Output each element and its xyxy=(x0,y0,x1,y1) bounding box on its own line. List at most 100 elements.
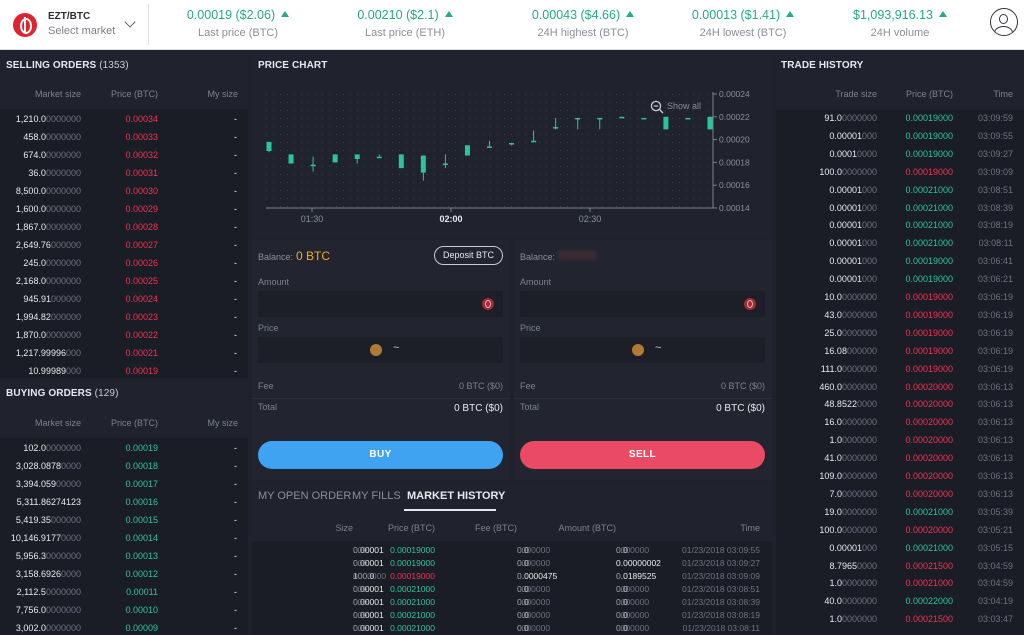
order-row[interactable]: 8,500.00000000 0.00030 - xyxy=(0,183,248,200)
sell-button[interactable]: SELL xyxy=(520,441,765,469)
history-row[interactable]: 100.0 0000000 0.00019000 0.0000475 0 0.018952… xyxy=(252,571,772,581)
order-price: 0.00009 xyxy=(125,623,158,633)
price-input[interactable]: ~ xyxy=(258,337,503,363)
order-row[interactable]: 245.00000000 0.00026 - xyxy=(0,255,248,272)
size-whole: 0.00001 xyxy=(353,610,384,620)
hist-time: 01/23/2018 03:09:55 xyxy=(682,545,760,555)
order-row[interactable]: 1,217.99996000 0.00021 - xyxy=(0,345,248,362)
order-my-size: - xyxy=(234,186,237,196)
trade-time: 03:06:13 xyxy=(977,435,1013,446)
candle-body xyxy=(288,154,294,164)
col-trade-size: Trade size xyxy=(835,89,877,99)
arrow-up-icon xyxy=(444,11,453,17)
candle-body xyxy=(619,116,625,119)
order-row[interactable]: 1,867.00000000 0.00028 - xyxy=(0,219,248,236)
order-row[interactable]: 3,002.00000000 0.00009 - xyxy=(0,620,248,635)
trade-price: 0.00019000 xyxy=(905,363,953,374)
order-my-size: - xyxy=(234,114,237,124)
amount-input[interactable] xyxy=(520,291,765,317)
order-row[interactable]: 10.99989000 0.00019 - xyxy=(0,363,248,380)
trade-row[interactable]: 1.00000000 0.00021500 03:03:47 xyxy=(776,611,1024,628)
order-row[interactable]: 1,994.82000000 0.00023 - xyxy=(0,309,248,326)
order-row[interactable]: 458.00000000 0.00033 - xyxy=(0,129,248,146)
order-row[interactable]: 945.91000000 0.00024 - xyxy=(0,291,248,308)
trade-row[interactable]: 1.00000000 0.00021000 03:04:59 xyxy=(776,575,1024,592)
trade-row[interactable]: 111.00000000 0.00019000 03:06:19 xyxy=(776,361,1024,378)
trade-size: 7.00000000 xyxy=(776,486,877,503)
history-row[interactable]: 0.00001 000 0.00019000 0.0 0000000 0.0 0000000… xyxy=(252,545,772,555)
order-row[interactable]: 2,112.50000000 0.00011 - xyxy=(0,584,248,601)
tab-my-fills[interactable]: MY FILLS xyxy=(352,490,401,502)
order-row[interactable]: 2,649.76000000 0.00027 - xyxy=(0,237,248,254)
order-row[interactable]: 7,756.00000000 0.00010 - xyxy=(0,602,248,619)
trade-row[interactable]: 19.00000000 0.00021000 03:05:39 xyxy=(776,504,1024,521)
history-row[interactable]: 0.00001 000 0.00021000 0.0 0000000 0.0 0000000… xyxy=(252,597,772,607)
trade-row[interactable]: 48.85220000 0.00020000 03:06:13 xyxy=(776,396,1024,413)
trade-price: 0.00021500 xyxy=(905,560,953,571)
order-row[interactable]: 10,146.91770000 0.00014 - xyxy=(0,530,248,547)
trade-row[interactable]: 100.00000000 0.00020000 03:05:21 xyxy=(776,522,1024,539)
order-row[interactable]: 5,419.35000000 0.00015 - xyxy=(0,512,248,529)
tab-market-history[interactable]: MARKET HISTORY xyxy=(407,490,506,502)
trade-row[interactable]: 40.00000000 0.00022000 03:04:19 xyxy=(776,593,1024,610)
trade-row[interactable]: 0.00001000 0.00021000 03:08:39 xyxy=(776,200,1024,217)
zoom-out-icon[interactable] xyxy=(650,100,664,114)
size-whole: 100.0 xyxy=(819,166,842,177)
order-size: 458.00000000 xyxy=(0,129,81,146)
stat-label: Last price (ETH) xyxy=(364,27,446,39)
trade-row[interactable]: 16.00000000 0.00020000 03:06:13 xyxy=(776,414,1024,431)
order-row[interactable]: 36.00000000 0.00031 - xyxy=(0,165,248,182)
user-avatar-icon[interactable] xyxy=(990,8,1018,36)
order-row[interactable]: 1,600.00000000 0.00029 - xyxy=(0,201,248,218)
history-row[interactable]: 0.00001 000 0.00021000 0.0 0000000 0.0 0000000… xyxy=(252,623,772,633)
history-row[interactable]: 0.00001 000 0.00021000 0.0 0000000 0.0 0000000… xyxy=(252,584,772,594)
trade-row[interactable]: 7.00000000 0.00020000 03:06:13 xyxy=(776,486,1024,503)
brand-logo-icon[interactable] xyxy=(13,13,37,37)
tab-my-open-order[interactable]: MY OPEN ORDER xyxy=(258,490,352,502)
order-row[interactable]: 1,210.00000000 0.00034 - xyxy=(0,111,248,128)
trade-row[interactable]: 8.79650000 0.00021500 03:04:59 xyxy=(776,558,1024,575)
trade-row[interactable]: 0.00001000 0.00019000 03:06:21 xyxy=(776,271,1024,288)
trade-row[interactable]: 41.00000000 0.00020000 03:06:13 xyxy=(776,450,1024,467)
trade-row[interactable]: 0.00001000 0.00021000 03:05:15 xyxy=(776,540,1024,557)
order-row[interactable]: 1,870.00000000 0.00022 - xyxy=(0,327,248,344)
trade-row[interactable]: 43.00000000 0.00019000 03:06:19 xyxy=(776,307,1024,324)
price-input[interactable]: ~ xyxy=(520,337,765,363)
order-row[interactable]: 5,311.86274123 0.00016 - xyxy=(0,494,248,511)
amount-label: Amount xyxy=(520,277,552,287)
amount-input[interactable] xyxy=(258,291,503,317)
order-row[interactable]: 674.00000000 0.00032 - xyxy=(0,147,248,164)
trade-row[interactable]: 16.08000000 0.00019000 03:06:19 xyxy=(776,343,1024,360)
trade-row[interactable]: 0.00010000 0.00019000 03:09:27 xyxy=(776,146,1024,163)
trade-row[interactable]: 0.00001000 0.00019000 03:09:55 xyxy=(776,128,1024,145)
size-trailing: 0000000 xyxy=(45,623,81,633)
show-all-label[interactable]: Show all xyxy=(667,101,702,111)
trade-row[interactable]: 91.00000000 0.00019000 03:09:59 xyxy=(776,110,1024,127)
order-row[interactable]: 3,028.08780000 0.00018 - xyxy=(0,458,248,475)
trade-price: 0.00021000 xyxy=(905,578,953,589)
order-row[interactable]: 3,158.69260000 0.00012 - xyxy=(0,566,248,583)
trade-row[interactable]: 109.00000000 0.00020000 03:06:13 xyxy=(776,468,1024,485)
trade-row[interactable]: 0.00001000 0.00021000 03:08:51 xyxy=(776,182,1024,199)
history-row[interactable]: 0.00001 000 0.00021000 0.0 0000000 0.0 0000000… xyxy=(252,610,772,620)
buy-button[interactable]: BUY xyxy=(258,441,503,469)
trade-row[interactable]: 0.00001000 0.00021000 03:08:11 xyxy=(776,235,1024,252)
stat-value: 0.00043 ($4.66) xyxy=(508,8,658,22)
trade-row[interactable]: 0.00001000 0.00019000 03:06:41 xyxy=(776,253,1024,270)
market-hint: Select market xyxy=(48,25,116,37)
trade-row[interactable]: 1.00000000 0.00020000 03:06:13 xyxy=(776,432,1024,449)
market-selector[interactable]: EZT/BTC Select market xyxy=(48,11,144,41)
order-row[interactable]: 3,394.05900000 0.00017 - xyxy=(0,476,248,493)
order-row[interactable]: 102.00000000 0.00019 - xyxy=(0,440,248,457)
trade-row[interactable]: 100.00000000 0.00019000 03:09:09 xyxy=(776,164,1024,181)
trade-row[interactable]: 10.00000000 0.00019000 03:06:19 xyxy=(776,289,1024,306)
history-row[interactable]: 0.00001 000 0.00019000 0.0 0000000 0.00000002… xyxy=(252,558,772,568)
trade-row[interactable]: 25.00000000 0.00019000 03:06:19 xyxy=(776,325,1024,342)
price-chart[interactable]: 0.00024 0.00022 0.00020 0.00018 0.00016 0.000… xyxy=(252,52,772,238)
deposit-btc-button[interactable]: Deposit BTC xyxy=(434,246,503,265)
trade-row[interactable]: 460.00000000 0.00020000 03:06:13 xyxy=(776,379,1024,396)
trade-row[interactable]: 0.00001000 0.00021000 03:08:19 xyxy=(776,217,1024,234)
order-row[interactable]: 2,168.00000000 0.00025 - xyxy=(0,273,248,290)
order-my-size: - xyxy=(234,276,237,286)
order-row[interactable]: 5,956.30000000 0.00013 - xyxy=(0,548,248,565)
